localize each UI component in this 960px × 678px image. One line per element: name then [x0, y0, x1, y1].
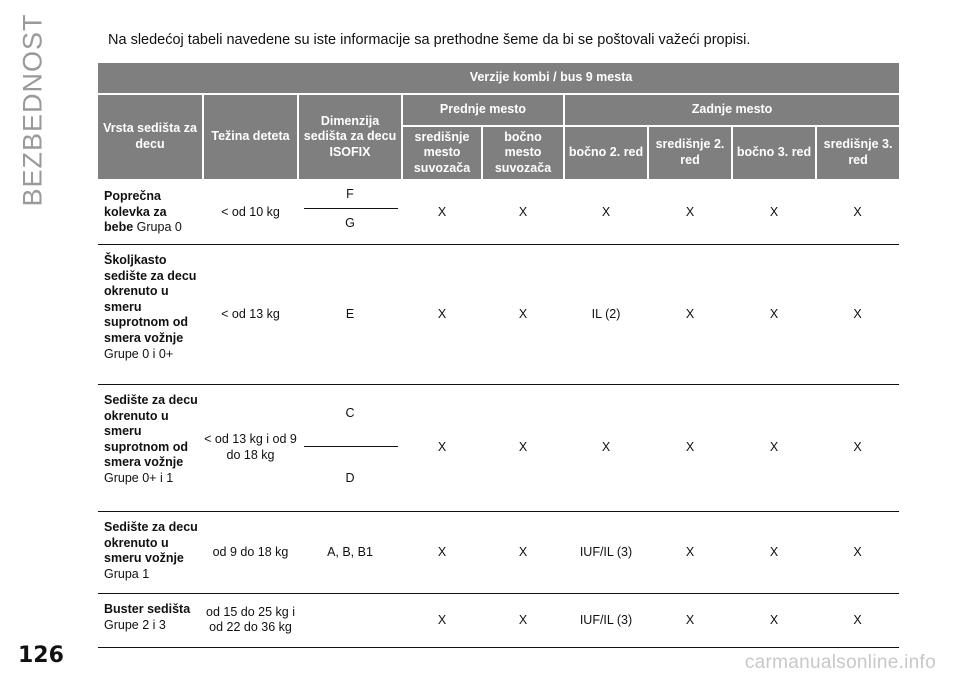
table-row: Poprečna kolevka za bebe Grupa 0 < od 10… — [98, 180, 900, 245]
table-row: Sedište za decu okrenuto u smeru suprotn… — [98, 384, 900, 512]
col-header-row2-center: središnje 2. red — [647, 125, 733, 181]
col-header-front: Prednje mesto — [401, 93, 565, 127]
isofix-cell: A, B, B1 — [298, 511, 402, 594]
intro-text: Na sledećoj tabeli navedene su iste info… — [108, 32, 751, 48]
page-number: 126 — [18, 643, 64, 668]
table-row: Sedište za decu okrenuto u smeru vožnje … — [98, 511, 900, 594]
isofix-cell: C D — [298, 384, 402, 512]
col-header-front-side: bočno mesto suvozača — [481, 125, 565, 181]
seat-type-cell: Sedište za decu okrenuto u smeru suprotn… — [98, 384, 203, 512]
col-header-isofix: Dimenzija sedišta za decu ISOFIX — [297, 93, 403, 181]
col-header-front-center: središnje mesto suvozača — [401, 125, 483, 181]
child-seat-table: Verzije kombi / bus 9 mesta Vrsta sedišt… — [98, 63, 900, 648]
seat-type-cell: Poprečna kolevka za bebe Grupa 0 — [98, 180, 203, 245]
weight-cell: < od 13 kg — [203, 244, 298, 385]
col-header-rear: Zadnje mesto — [562, 93, 900, 127]
col-header-row3-center: središnje 3. red — [814, 125, 900, 181]
seat-type-cell: Sedište za decu okrenuto u smeru vožnje … — [98, 511, 203, 594]
seat-type-cell: Buster sedišta Grupe 2 i 3 — [98, 593, 203, 648]
col-header-row3-side: bočno 3. red — [731, 125, 817, 181]
table-row: Buster sedišta Grupe 2 i 3 od 15 do 25 k… — [98, 593, 900, 648]
weight-cell: od 9 do 18 kg — [203, 511, 298, 594]
col-header-type: Vrsta sedišta za decu — [98, 93, 204, 181]
table-row: Školjkasto sedište za decu okrenuto u sm… — [98, 244, 900, 385]
isofix-cell: F G — [298, 180, 402, 245]
weight-cell: < od 10 kg — [203, 180, 298, 245]
weight-cell: od 15 do 25 kg i od 22 do 36 kg — [203, 593, 298, 648]
weight-cell: < od 13 kg i od 9 do 18 kg — [203, 384, 298, 512]
seat-type-cell: Školjkasto sedište za decu okrenuto u sm… — [98, 244, 203, 385]
group-header: Verzije kombi / bus 9 mesta — [203, 63, 900, 95]
col-header-row2-side: bočno 2. red — [563, 125, 649, 181]
section-side-label: BEZBEDNOST — [17, 13, 48, 207]
col-header-weight: Težina deteta — [202, 93, 299, 181]
isofix-cell: E — [298, 244, 402, 385]
isofix-cell — [298, 593, 402, 648]
watermark: carmanualsonline.info — [744, 652, 936, 673]
